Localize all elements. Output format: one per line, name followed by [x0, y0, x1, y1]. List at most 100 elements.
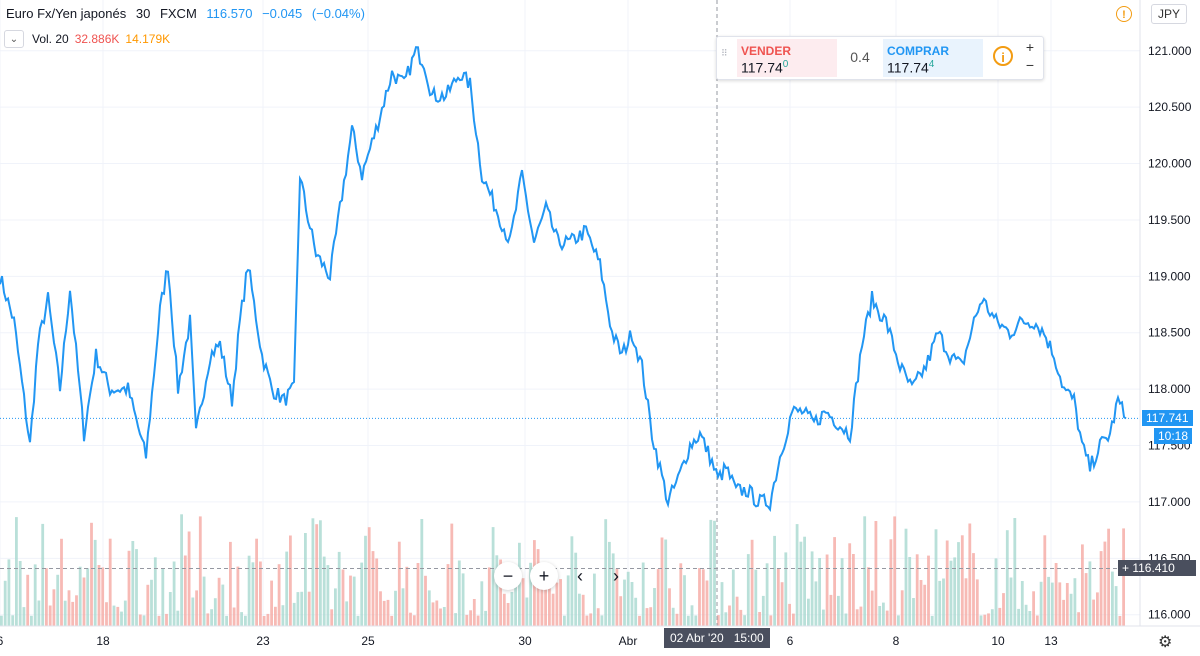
volume-bar [1065, 583, 1069, 626]
volume-bar [176, 610, 180, 626]
volume-bar [889, 539, 893, 626]
symbol-name: Euro Fx/Yen japonés [6, 6, 127, 21]
volume-bar [1118, 616, 1122, 626]
volume-bar [645, 608, 649, 626]
volume-bar [232, 607, 236, 626]
volume-bar [690, 605, 694, 626]
volume-bar [120, 611, 123, 626]
volume-bar [262, 616, 266, 626]
volume-bar [465, 614, 469, 626]
volume-bar [780, 582, 784, 626]
volume-bar [187, 531, 191, 626]
volume-bar [611, 553, 615, 626]
volume-bar [401, 588, 405, 626]
volume-bar [206, 613, 210, 626]
volume-bar [713, 520, 716, 626]
volume-bar [585, 615, 589, 626]
info-icon[interactable]: i [993, 46, 1013, 66]
crosshair-plus-icon[interactable]: + [1122, 561, 1133, 576]
volume-value-2: 14.179K [125, 32, 171, 46]
sell-button[interactable]: VENDER 117.740 [737, 39, 837, 77]
zoom-in-button[interactable]: + [530, 562, 558, 590]
volume-bar [994, 558, 998, 626]
volume-bar [908, 557, 912, 626]
price-tick-label: 121.000 [1148, 44, 1192, 58]
crosshair-date: 02 Abr '20 [670, 631, 724, 645]
volume-bar [127, 550, 131, 626]
volume-bar [664, 539, 668, 626]
volume-bar [671, 607, 675, 626]
symbol-legend[interactable]: Euro Fx/Yen japonés 30 FXCM 116.570 −0.0… [6, 6, 371, 21]
buy-price: 117.744 [887, 59, 935, 76]
currency-label[interactable]: JPY [1151, 4, 1188, 24]
volume-bar [97, 565, 101, 626]
quantity-minus-button[interactable]: − [1025, 57, 1035, 73]
volume-bar [225, 615, 228, 626]
volume-bar [0, 615, 3, 626]
price-tick-label: 117.000 [1148, 495, 1191, 509]
volume-bar [525, 597, 529, 626]
volume-bar [274, 606, 277, 626]
volume-bar [37, 600, 41, 626]
volume-bar [135, 549, 138, 626]
gear-icon[interactable]: ⚙ [1158, 634, 1173, 651]
volume-bar [52, 589, 56, 626]
volume-bar [71, 601, 75, 626]
volume-bar [1107, 528, 1110, 626]
volume-bar [788, 603, 791, 626]
volume-bar [315, 524, 319, 626]
volume-bar [427, 590, 431, 626]
time-tick-label: 13 [1044, 634, 1058, 648]
legend-change-pct: (−0.04%) [311, 6, 365, 21]
volume-bar [570, 536, 574, 626]
volume-bar [852, 554, 855, 626]
volume-bar [255, 538, 258, 626]
warning-icon[interactable]: ! [1116, 6, 1132, 22]
volume-bar [578, 593, 581, 626]
time-tick-label: 23 [256, 634, 270, 648]
volume-bar [484, 610, 487, 626]
volume-bar [825, 554, 829, 626]
volume-bar [848, 543, 852, 626]
volume-bar [1009, 577, 1013, 626]
volume-bar [352, 576, 356, 626]
chevron-down-icon[interactable]: ⌄ [4, 30, 24, 48]
volume-bar [668, 588, 671, 626]
drag-handle-icon[interactable]: ⠿ [721, 48, 728, 58]
volume-bar [945, 540, 949, 626]
volume-bar [78, 566, 82, 626]
scroll-left-button[interactable]: ‹ [577, 566, 583, 586]
price-tick-label: 118.000 [1148, 382, 1191, 396]
crosshair-price-label: + 116.410 [1118, 560, 1196, 577]
volume-bar [375, 558, 379, 626]
volume-bar [476, 615, 480, 626]
buy-button[interactable]: COMPRAR 117.744 [883, 39, 983, 77]
volume-bar [397, 541, 401, 626]
volume-bar [938, 580, 942, 626]
volume-bar [923, 584, 927, 626]
volume-bar [915, 554, 919, 626]
quantity-plus-button[interactable]: + [1025, 39, 1035, 55]
volume-bar [472, 599, 476, 626]
volume-bar [33, 564, 37, 626]
volume-bar [840, 558, 844, 626]
volume-bar [1002, 593, 1005, 626]
volume-bar [893, 516, 897, 626]
volume-bar [660, 537, 664, 626]
sell-price: 117.740 [741, 59, 789, 76]
volume-bar [833, 537, 836, 626]
zoom-out-button[interactable]: − [494, 562, 522, 590]
volume-bar [93, 539, 97, 626]
volume-bar [803, 536, 806, 626]
volume-legend[interactable]: ⌄ Vol. 20 32.886K 14.179K [4, 30, 176, 48]
volume-bar [1058, 582, 1062, 626]
volume-bar [814, 581, 818, 626]
volume-bar [619, 596, 623, 626]
volume-bar [112, 605, 116, 626]
volume-bar [754, 569, 758, 626]
volume-bar [739, 609, 743, 626]
scroll-right-button[interactable]: › [613, 566, 619, 586]
volume-bar [1054, 563, 1058, 626]
volume-bar [304, 533, 307, 626]
